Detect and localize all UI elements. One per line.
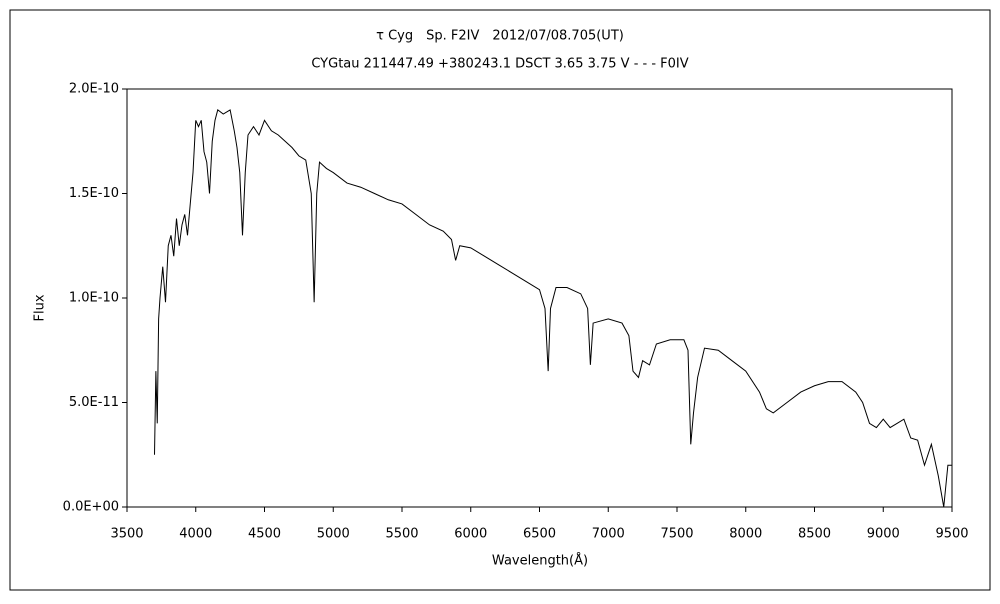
spectrum-line: [154, 109, 952, 508]
x-tick-label: 5000: [317, 527, 350, 542]
x-tick-label: 8000: [729, 527, 762, 542]
x-tick-label: 9500: [935, 527, 968, 542]
x-tick-label: 3500: [110, 527, 143, 542]
chart-title: τ Cyg Sp. F2IV 2012/07/08.705(UT): [376, 29, 624, 44]
y-tick-label: 2.0E-10: [69, 82, 119, 97]
y-tick-label: 5.0E-11: [69, 395, 119, 410]
x-tick-label: 7500: [660, 527, 693, 542]
x-tick-label: 7000: [592, 527, 625, 542]
y-axis-label: Flux: [33, 294, 48, 321]
x-axis-label: Wavelength(Å): [492, 553, 588, 569]
y-tick-label: 0.0E+00: [63, 500, 119, 515]
y-tick-label: 1.5E-10: [69, 186, 119, 201]
x-tick-label: 4500: [248, 527, 281, 542]
chart-subtitle: CYGtau 211447.49 +380243.1 DSCT 3.65 3.7…: [311, 57, 688, 72]
y-tick-label: 1.0E-10: [69, 291, 119, 306]
x-tick-label: 6500: [523, 527, 556, 542]
x-tick-label: 5500: [385, 527, 418, 542]
frame: [9, 9, 991, 591]
x-tick-label: 8500: [798, 527, 831, 542]
x-tick-label: 4000: [179, 527, 212, 542]
x-tick-label: 9000: [867, 527, 900, 542]
x-tick-label: 6000: [454, 527, 487, 542]
